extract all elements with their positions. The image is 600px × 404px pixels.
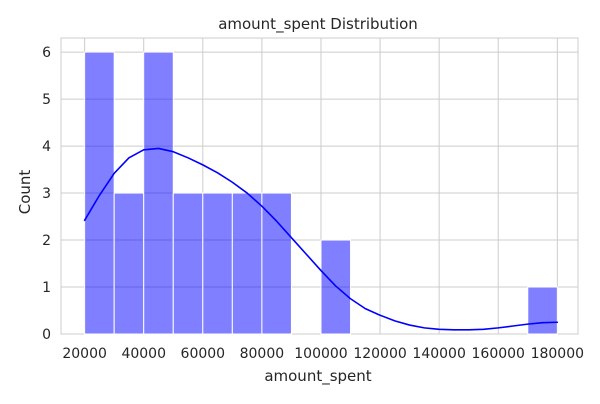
histogram-bar (113, 192, 145, 335)
histogram-bar (143, 51, 174, 335)
x-tick-label: 120000 (353, 346, 406, 362)
y-tick-label: 1 (42, 280, 51, 296)
x-tick-labels: 20000 40000 60000 80000 100000 120000 140000 16… (62, 346, 584, 362)
y-tick-labels: 0 1 2 3 4 5 6 (42, 45, 51, 343)
histogram-bar (261, 192, 292, 335)
y-tick-label: 6 (42, 45, 51, 61)
histogram-bar (527, 286, 558, 335)
y-tick-label: 5 (42, 92, 51, 108)
histogram-bars (84, 51, 558, 335)
x-tick-label: 60000 (181, 346, 226, 362)
x-tick-label: 100000 (294, 346, 347, 362)
histogram-bar (202, 192, 233, 335)
x-tick-label: 140000 (412, 346, 465, 362)
x-tick-label: 20000 (62, 346, 107, 362)
y-tick-label: 2 (42, 233, 51, 249)
y-tick-label: 0 (42, 327, 51, 343)
kde-curve (83, 147, 559, 331)
x-tick-label: 180000 (531, 346, 584, 362)
x-tick-label: 80000 (240, 346, 285, 362)
y-tick-label: 3 (42, 186, 51, 202)
histogram-bar (320, 239, 352, 335)
x-tick-label: 160000 (472, 346, 525, 362)
histogram-bar (172, 192, 204, 335)
chart-title: amount_spent Distribution (218, 15, 418, 34)
histogram-bar (231, 192, 263, 335)
x-axis-label: amount_spent (264, 367, 371, 386)
histogram-bar (84, 51, 115, 335)
y-axis-label: Count (16, 170, 34, 215)
kde-curve-layer (83, 147, 559, 331)
plot-area (60, 37, 579, 335)
y-tick-label: 4 (42, 139, 51, 155)
x-tick-label: 40000 (121, 346, 166, 362)
